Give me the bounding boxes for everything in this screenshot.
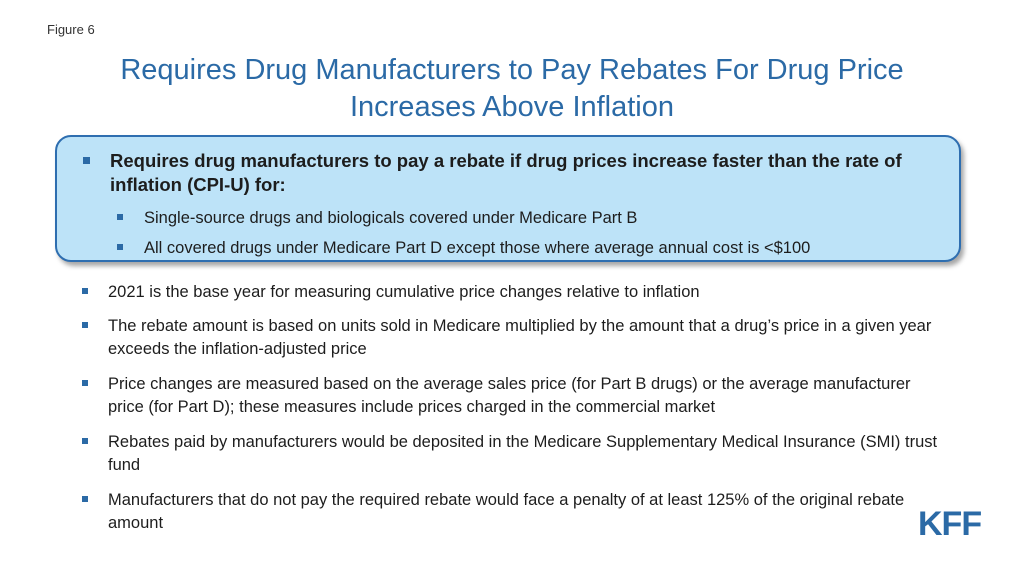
square-bullet-icon <box>82 322 88 328</box>
square-bullet-icon <box>117 214 123 220</box>
highlight-sub-text: Single-source drugs and biologicals cove… <box>144 209 638 227</box>
slide-title-line-2: Increases Above Inflation <box>349 91 675 123</box>
highlight-box: Requires drug manufacturers to pay a reb… <box>55 135 961 262</box>
bullet-text: Rebates paid by manufacturers would be d… <box>108 433 938 474</box>
highlight-sub-text: All covered drugs under Medicare Part D … <box>144 239 811 257</box>
highlight-main-text: Requires drug manufacturers to pay a reb… <box>110 150 902 195</box>
bullet-text: Price changes are measured based on the … <box>108 375 911 416</box>
slide-title-line-1: Requires Drug Manufacturers to Pay Rebat… <box>120 54 904 86</box>
square-bullet-icon <box>83 157 90 164</box>
square-bullet-icon <box>117 244 123 250</box>
square-bullet-icon <box>82 380 88 386</box>
square-bullet-icon <box>82 288 88 294</box>
square-bullet-icon <box>82 438 88 444</box>
slide-title: Requires Drug Manufacturers to Pay Rebat… <box>60 52 964 126</box>
kff-logo: KFF <box>918 505 982 543</box>
bullet-text: Manufacturers that do not pay the requir… <box>108 491 905 532</box>
figure-label: Figure 6 <box>47 22 95 37</box>
square-bullet-icon <box>82 496 88 502</box>
bullet-text: The rebate amount is based on units sold… <box>108 317 932 358</box>
bullet-text: 2021 is the base year for measuring cumu… <box>108 283 700 301</box>
